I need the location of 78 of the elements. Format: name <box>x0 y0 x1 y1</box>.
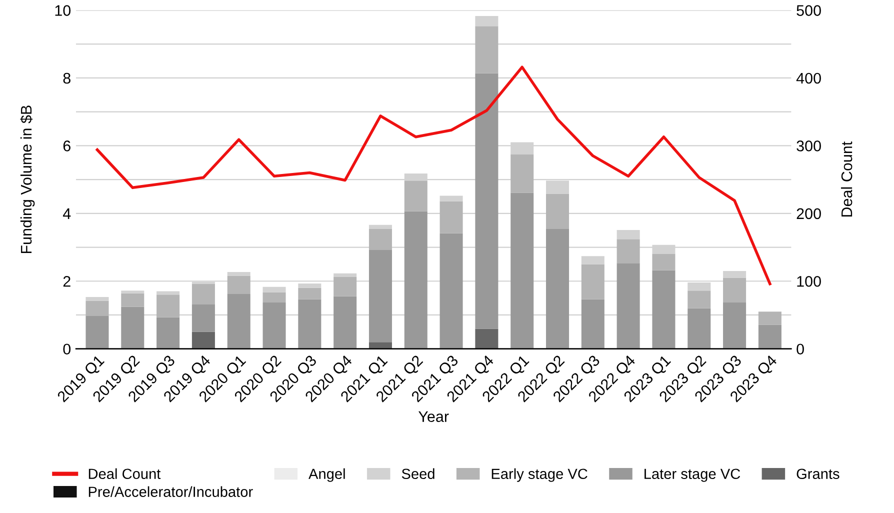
bar <box>192 304 215 332</box>
y-tick-label: 0 <box>63 344 71 355</box>
bar <box>227 272 250 276</box>
bar <box>262 302 286 349</box>
bar <box>581 299 604 349</box>
bar <box>121 293 144 307</box>
bar <box>86 316 109 349</box>
bar <box>86 300 109 316</box>
bar <box>298 283 322 288</box>
y-tick-label: 10 <box>55 5 71 16</box>
bar <box>440 201 463 234</box>
x-axis-title: Year <box>418 411 449 422</box>
bar <box>298 288 322 300</box>
bar <box>368 342 392 349</box>
bar <box>475 16 498 26</box>
bar <box>510 192 534 349</box>
bar <box>334 277 357 296</box>
bar <box>368 250 392 342</box>
bar <box>298 299 322 349</box>
bar <box>652 270 676 349</box>
bar <box>440 196 463 202</box>
bar <box>334 296 357 349</box>
bar <box>475 73 498 329</box>
bar <box>227 276 250 294</box>
bar <box>616 230 640 240</box>
legend-label: Deal Count <box>88 468 161 480</box>
legend-label: Grants <box>796 468 840 480</box>
legend-label: Early stage VC <box>492 468 588 482</box>
bar <box>192 332 215 349</box>
bar <box>723 278 746 302</box>
bar <box>688 308 711 349</box>
y2-tick-label: 0 <box>796 344 804 355</box>
bar <box>581 264 604 300</box>
bar <box>758 312 782 325</box>
bar <box>86 297 109 301</box>
y2-tick-label: 100 <box>797 276 821 287</box>
y-tick-label: 2 <box>63 276 70 287</box>
y-tick-label: 6 <box>63 140 70 152</box>
bar <box>510 154 534 193</box>
legend-label: Later stage VC <box>644 468 740 482</box>
y2-tick-label: 500 <box>796 5 821 16</box>
bar <box>156 294 180 318</box>
bar <box>368 228 392 250</box>
bar <box>475 26 498 74</box>
legend-label: Seed <box>402 468 434 480</box>
bar <box>121 290 144 294</box>
y2-tick-label: 200 <box>796 208 821 220</box>
bar <box>156 317 180 349</box>
bar <box>723 270 746 278</box>
y2-tick-label: 300 <box>796 140 821 152</box>
bar <box>368 224 392 229</box>
y-axis-title: Funding Volume in $B <box>20 106 35 254</box>
y-tick-label: 4 <box>62 208 71 219</box>
bar <box>758 324 782 349</box>
y-tick-label: 8 <box>63 72 70 84</box>
y2-tick-label: 400 <box>796 72 821 84</box>
bar <box>546 228 570 349</box>
bar <box>475 328 498 349</box>
bar <box>581 256 604 264</box>
bar <box>404 211 428 349</box>
bar <box>121 306 144 349</box>
legend-label: Pre/Accelerator/Incubator <box>88 486 253 497</box>
bar <box>262 286 286 292</box>
bar <box>688 290 711 308</box>
bar <box>616 263 640 349</box>
bar <box>546 194 570 229</box>
bar <box>262 292 286 302</box>
bar <box>227 294 250 349</box>
bar <box>440 233 463 349</box>
bar <box>404 180 428 212</box>
bar <box>616 239 640 264</box>
bar <box>334 273 357 278</box>
legend-label: Angel <box>308 468 345 482</box>
bar <box>192 284 215 304</box>
bar <box>723 302 746 349</box>
bar <box>652 254 676 270</box>
line-series <box>96 66 772 286</box>
y2-axis-title: Deal Count <box>840 141 852 217</box>
